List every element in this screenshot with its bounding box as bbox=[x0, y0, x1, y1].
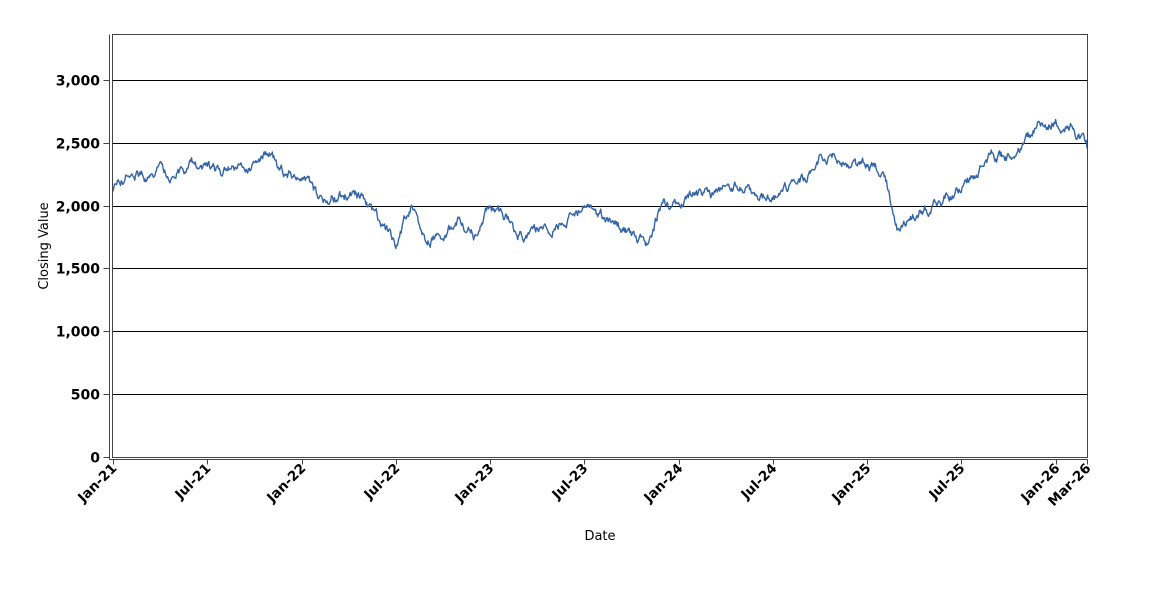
y-tick-label: 2,000 bbox=[56, 200, 101, 216]
y-tick-label: 3,000 bbox=[56, 74, 101, 90]
series-layer bbox=[112, 118, 1088, 250]
closing-value-line-series bbox=[112, 118, 1088, 250]
y-tick-label: 2,500 bbox=[56, 137, 101, 153]
axes-frame-layer bbox=[103, 34, 1088, 465]
x-tick-label: Jul-25 bbox=[925, 461, 968, 504]
x-tick-label: Jan-25 bbox=[828, 461, 874, 507]
y-tick-label: 1,000 bbox=[56, 325, 101, 341]
x-axis-title: Date bbox=[584, 529, 615, 544]
y-tick-label: 500 bbox=[71, 388, 100, 404]
y-axis-title: Closing Value bbox=[37, 202, 52, 289]
y-tick-label: 1,500 bbox=[56, 262, 101, 278]
tick-labels-layer: 0 500 1,000 1,500 2,000 2,500 3,000 Jan-21 Jul-2… bbox=[56, 74, 1095, 510]
plot-border bbox=[112, 34, 1088, 458]
x-tick-label: Jul-24 bbox=[737, 461, 780, 504]
x-tick-label: Jul-22 bbox=[360, 461, 403, 504]
x-tick-label: Jan-21 bbox=[74, 461, 120, 507]
x-tick-label: Jan-23 bbox=[451, 461, 497, 507]
gridlines-layer bbox=[113, 80, 1087, 395]
x-tick-label: Jul-21 bbox=[171, 461, 214, 504]
y-tick-label: 0 bbox=[90, 451, 100, 467]
x-tick-label: Jul-23 bbox=[548, 461, 591, 504]
x-tick-label: Jan-22 bbox=[263, 461, 309, 507]
x-tick-label: Jan-24 bbox=[640, 461, 686, 507]
